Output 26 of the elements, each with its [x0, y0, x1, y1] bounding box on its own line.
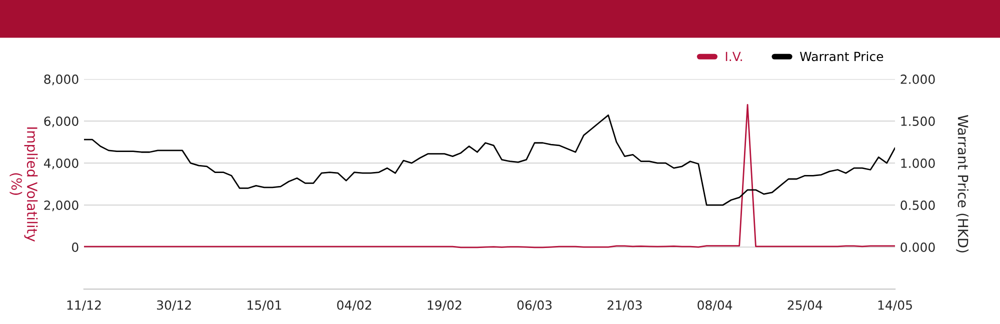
y2-tick-label: 0.500	[900, 200, 935, 210]
x-tick-label: 19/02	[428, 300, 462, 311]
y-axis-title: Implied Volatility (%)	[10, 127, 38, 242]
x-tick-label: 08/04	[698, 300, 732, 311]
y2-tick-label: 2.000	[900, 74, 935, 84]
x-tick-label: 04/02	[337, 300, 372, 311]
line-series	[84, 104, 895, 248]
legend-label: Warrant Price	[800, 52, 884, 62]
y2-tick-label: 0.000	[900, 242, 935, 252]
x-tick-label: 11/12	[67, 300, 101, 311]
y-tick-label: 2,000	[44, 200, 78, 212]
legend-label: I.V.	[726, 52, 742, 62]
y-tick-label: 6,000	[44, 116, 78, 128]
x-tick-label: 14/05	[878, 300, 912, 311]
y2-axis-title: Warrant Price (HKD)	[956, 114, 969, 252]
y-tick-label: 0	[72, 242, 78, 252]
y-tick-label: 4,000	[44, 158, 78, 170]
y2-tick-label: 1.500	[901, 116, 935, 126]
line-series	[84, 114, 895, 206]
y2-tick-label: 1.000	[901, 158, 935, 168]
y-tick-label: 8,000	[44, 74, 78, 86]
x-tick-label: 06/03	[517, 300, 552, 311]
x-tick-label: 30/12	[157, 300, 191, 311]
x-tick-label: 21/03	[608, 300, 642, 311]
x-tick-label: 25/04	[788, 300, 822, 311]
x-tick-label: 15/01	[248, 300, 282, 311]
